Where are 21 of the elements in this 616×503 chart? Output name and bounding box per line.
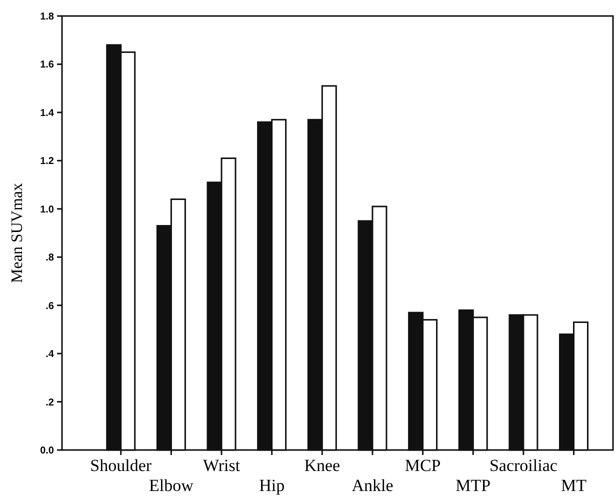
x-tick-label: Wrist — [202, 456, 240, 475]
y-tick-label: 1.8 — [40, 12, 54, 22]
y-tick-label: .2 — [46, 397, 54, 408]
y-tick-label: .8 — [46, 252, 54, 264]
x-tick-label: Knee — [304, 456, 340, 475]
x-tick-label: Elbow — [149, 476, 194, 495]
y-tick-label: 0.0 — [40, 446, 54, 456]
y-axis-title: Mean SUVmax — [9, 183, 26, 283]
x-tick-label: Hip — [259, 476, 285, 495]
x-tick-label: MT — [561, 476, 588, 495]
x-tick-label: MCP — [404, 456, 441, 475]
x-tick-label: MTP — [456, 476, 491, 495]
x-tick-label: Sacroiliac — [489, 456, 558, 475]
y-tick-label: 1.4 — [40, 108, 54, 119]
x-tick-label: Shoulder — [90, 456, 152, 475]
y-tick-label: 1.2 — [40, 156, 54, 168]
x-tick-label: Ankle — [352, 476, 394, 495]
y-tick-label: 1.0 — [40, 204, 54, 216]
y-tick-label: .6 — [46, 300, 54, 312]
y-tick-label: 1.6 — [40, 60, 54, 71]
y-tick-label: .4 — [46, 349, 54, 360]
